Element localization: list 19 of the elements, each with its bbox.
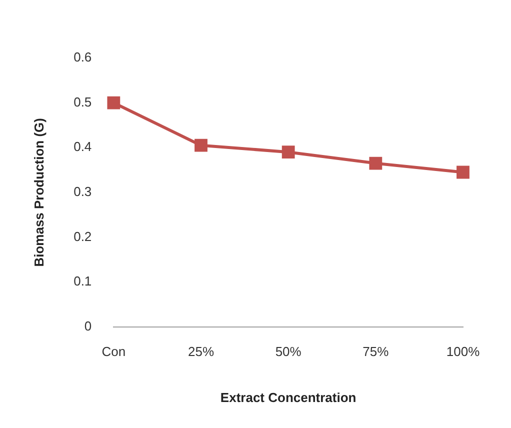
- x-tick-label: 100%: [446, 344, 480, 360]
- x-tick-label: 75%: [362, 344, 390, 360]
- x-tick-label: 25%: [188, 344, 214, 360]
- y-tick-label: 0.1: [74, 274, 92, 289]
- y-tick-label: 0.4: [74, 139, 92, 154]
- y-tick-label: 0.3: [74, 184, 92, 199]
- x-axis-title: Extract Concentration: [220, 390, 356, 405]
- x-tick-label: 50%: [275, 344, 302, 360]
- point: [456, 166, 470, 179]
- y-tick-label: 0.6: [74, 50, 92, 65]
- y-axis-title: Biomass Production (G): [31, 118, 46, 267]
- y-tick-label: 0: [84, 318, 92, 334]
- point: [107, 96, 120, 110]
- point: [369, 156, 382, 170]
- y-tick-label: 0.5: [74, 94, 92, 110]
- x-tick-label: Con: [102, 344, 126, 360]
- point: [194, 138, 208, 152]
- point: [282, 146, 295, 159]
- y-tick-label: 0.2: [74, 228, 92, 244]
